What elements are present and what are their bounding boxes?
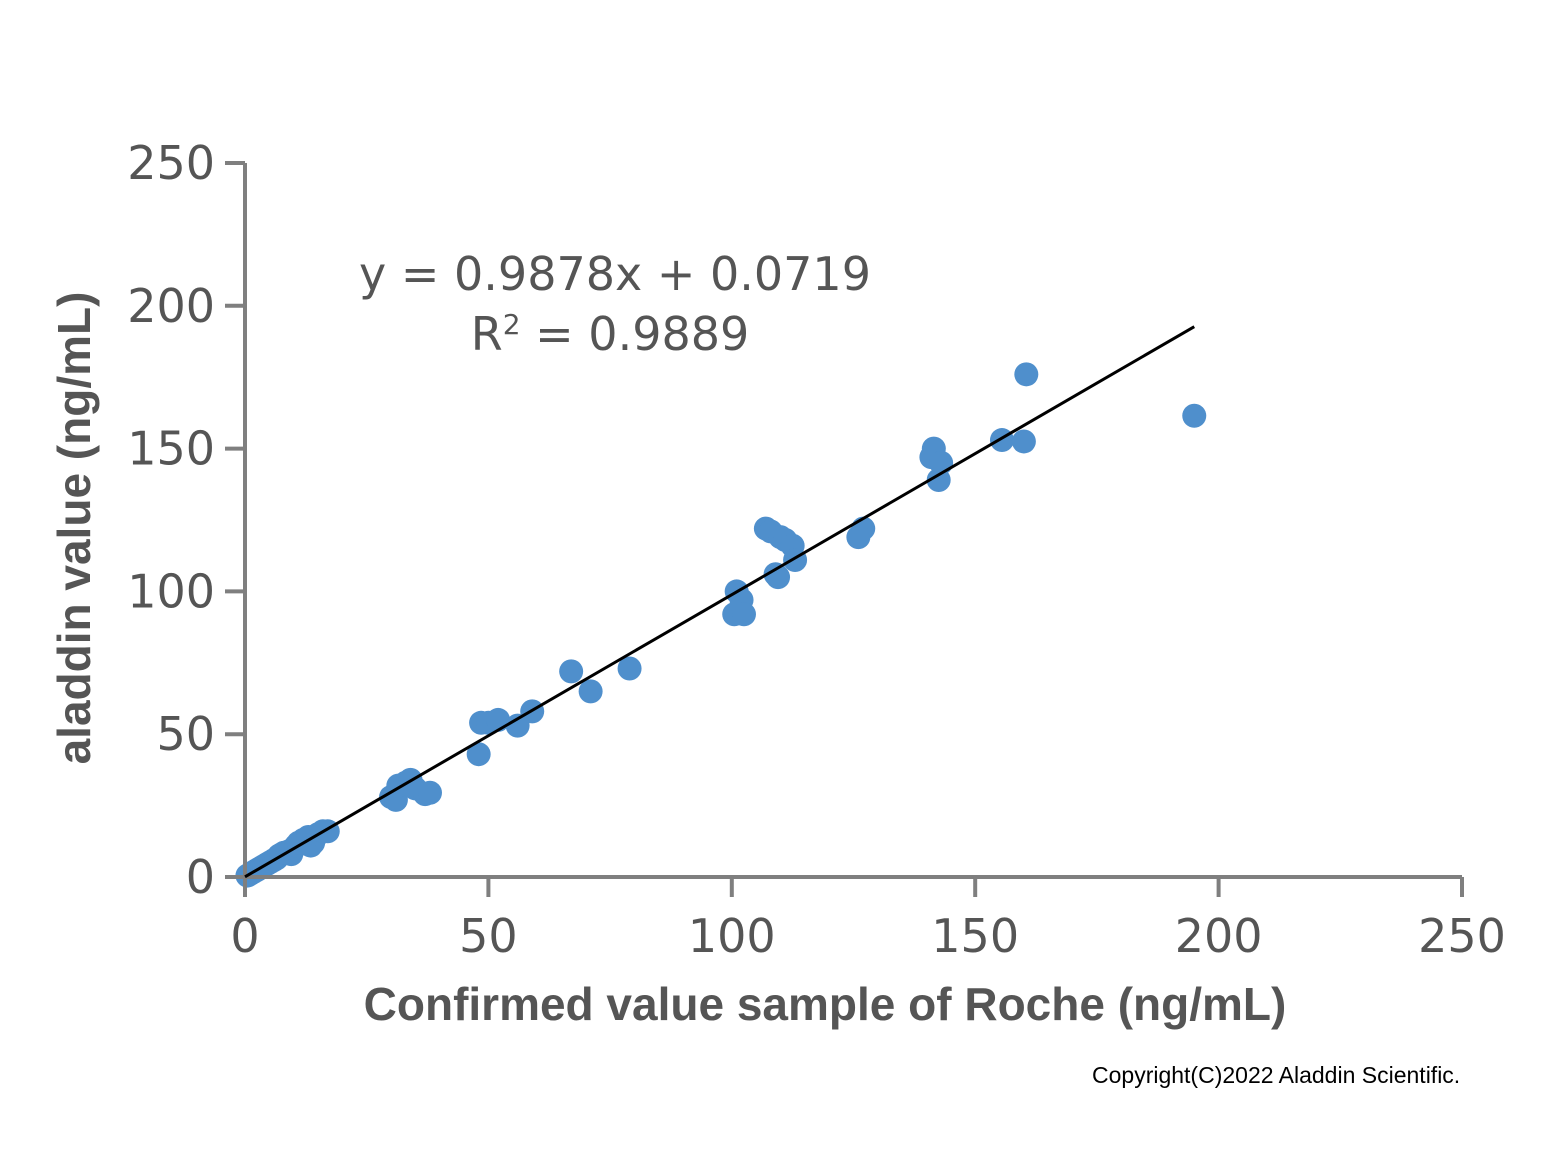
data-point: [578, 679, 603, 704]
data-point: [1182, 403, 1207, 428]
data-point: [466, 742, 491, 767]
y-tick-label: 0: [186, 850, 215, 904]
x-tick-label: 100: [688, 909, 776, 963]
copyright-notice: Copyright(C)2022 Aladdin Scientific.: [1092, 1062, 1461, 1088]
r-squared-value: = 0.9889: [521, 307, 750, 361]
data-point: [731, 602, 756, 627]
x-tick-label: 250: [1418, 909, 1506, 963]
y-tick-label: 150: [127, 422, 215, 476]
x-tick-label: 50: [459, 909, 518, 963]
axes: [225, 161, 1464, 897]
data-points: [235, 362, 1207, 888]
y-tick-label: 250: [127, 136, 215, 190]
data-point: [417, 780, 442, 805]
x-tick-label: 200: [1175, 909, 1263, 963]
r-squared-exponent: 2: [503, 308, 521, 341]
data-point: [1011, 429, 1036, 454]
r-squared-symbol: R: [471, 307, 503, 361]
data-point: [617, 656, 642, 681]
x-tick-label: 0: [230, 909, 259, 963]
tick-labels: 0 50 100 150 200 250 0 50 100 150 200 250: [127, 136, 1506, 963]
r-squared-label: R2 = 0.9889: [471, 307, 750, 361]
data-point: [559, 659, 584, 684]
trendline-equation: y = 0.9878x + 0.0719: [359, 247, 871, 301]
y-axis-title: aladdin value (ng/mL): [48, 292, 100, 765]
data-point: [929, 450, 954, 475]
y-tick-label: 100: [127, 564, 215, 618]
y-tick-label: 50: [156, 707, 215, 761]
x-axis-title: Confirmed value sample of Roche (ng/mL): [364, 978, 1287, 1030]
trendline: [244, 325, 1196, 879]
x-tick-label: 150: [931, 909, 1019, 963]
y-tick-label: 200: [127, 279, 215, 333]
data-point: [1014, 362, 1039, 387]
